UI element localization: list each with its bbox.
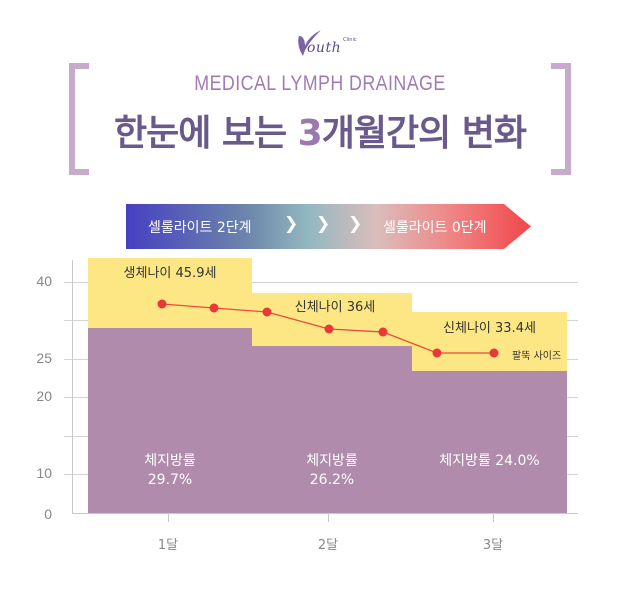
- body-age-bar-3: [412, 312, 567, 371]
- body-fat-label-3: 체지방률 24.0%: [439, 453, 540, 469]
- subtitle: MEDICAL LYMPH DRAINAGE: [194, 72, 446, 95]
- x-tick-label: 3달: [482, 538, 504, 553]
- y-tick-label: 20: [36, 388, 52, 404]
- body-fat-label-1: 체지방률 29.7%: [88, 452, 252, 490]
- x-tick-label: 2달: [317, 538, 339, 553]
- y-tick-label: 10: [36, 465, 52, 481]
- body-fat-bar-1: [88, 328, 252, 513]
- chevron-right-icon: ❯: [348, 214, 363, 234]
- to-stage-label: 셀룰라이트 0단계: [383, 220, 487, 236]
- y-tick-label: 40: [36, 273, 52, 289]
- body-fat-label-2: 체지방률 26.2%: [252, 452, 412, 490]
- logo-text: outh: [307, 40, 342, 56]
- chart: 40 25 20 10 0 생체나이 45.9세 신체나이 36세 신체나이 3…: [0, 255, 640, 555]
- title-accent: 3: [297, 113, 323, 154]
- body-age-label-2: 신체나이 36세: [294, 300, 376, 315]
- y-axis: [72, 260, 73, 514]
- body-fat-bar-2: [252, 346, 412, 513]
- page-title: 한눈에 보는 3개월간의 변화: [0, 104, 640, 156]
- chevron-right-icon: ❯: [316, 214, 331, 234]
- progress-arrow: [126, 204, 531, 249]
- fat-label-value: 29.7%: [147, 472, 193, 488]
- title-part2: 개월간의 변화: [321, 113, 527, 154]
- x-tick: [493, 514, 494, 522]
- fat-label-title: 체지방률: [144, 453, 196, 469]
- title-part1: 한눈에 보는: [114, 113, 298, 154]
- y-tick-label: 0: [44, 506, 52, 522]
- left-bracket: [69, 63, 89, 175]
- fat-label-value: 26.2%: [309, 472, 355, 488]
- y-tick-label: 25: [36, 350, 52, 366]
- wing-icon: [298, 30, 321, 56]
- x-axis: [72, 513, 578, 514]
- x-tick: [168, 514, 169, 522]
- x-tick: [328, 514, 329, 522]
- body-age-bar-1: [88, 258, 252, 328]
- legend-arm-size: 팔뚝 사이즈: [512, 351, 562, 362]
- body-age-label-3: 신체나이 33.4세: [443, 321, 536, 336]
- logo-sup: Clinic: [343, 37, 357, 43]
- right-bracket: [551, 63, 571, 175]
- arm-size-line: [157, 299, 499, 358]
- body-age-label-1: 생체나이 45.9세: [123, 266, 217, 281]
- gridline: [64, 282, 578, 283]
- fat-label-title: 체지방률: [306, 453, 358, 469]
- chevron-right-icon: ❯: [284, 214, 299, 234]
- clinic-logo: outh Clinic: [293, 26, 373, 62]
- x-tick-label: 1달: [157, 538, 179, 553]
- from-stage-label: 셀룰라이트 2단계: [148, 220, 252, 236]
- body-fat-bar-3: [412, 371, 567, 513]
- body-age-bar-2: [252, 293, 412, 346]
